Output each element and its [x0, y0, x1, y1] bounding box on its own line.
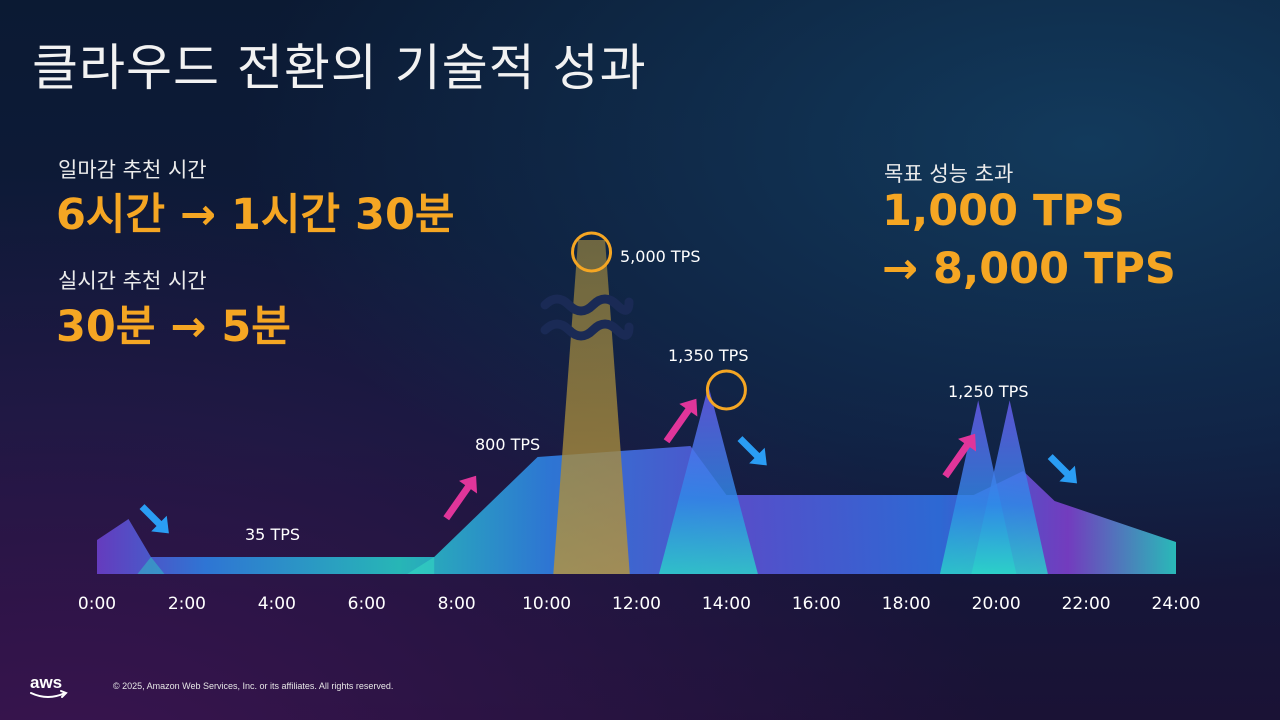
x-tick-label: 16:00 — [792, 594, 841, 614]
x-tick-label: 2:00 — [168, 594, 206, 614]
trend-up-arrow-icon — [942, 433, 977, 479]
kpi-value-daily: 6시간 → 1시간 30분 — [56, 190, 455, 240]
tps-label: 1,250 TPS — [948, 382, 1028, 401]
slide-title: 클라우드 전환의 기술적 성과 — [32, 39, 647, 97]
x-tick-label: 12:00 — [612, 594, 661, 614]
aws-logo-text: aws — [30, 673, 62, 692]
x-tick-label: 0:00 — [78, 594, 116, 614]
tps-area-overlay — [407, 557, 435, 574]
x-tick-label: 14:00 — [702, 594, 751, 614]
tps-area-main — [97, 446, 1176, 574]
kpi-label-target: 목표 성능 초과 — [884, 162, 1014, 186]
peak-5000-tps — [553, 240, 630, 574]
x-tick-label: 8:00 — [438, 594, 476, 614]
tps-label: 5,000 TPS — [620, 247, 700, 266]
tps-label-layer: 35 TPS 800 TPS 5,000 TPS 1,350 TPS 1,250 TPS — [245, 247, 1028, 544]
tps-peak — [658, 386, 758, 574]
tps-label: 35 TPS — [245, 525, 300, 544]
peak-highlight-circle — [571, 231, 613, 273]
tps-label: 800 TPS — [475, 435, 540, 454]
peak-highlight-circle — [705, 369, 747, 411]
x-tick-label: 6:00 — [348, 594, 386, 614]
trend-up-arrow-icon — [663, 398, 698, 444]
kpi-value-realtime: 30분 → 5분 — [56, 302, 291, 352]
trend-arrow-layer — [139, 398, 1078, 534]
x-tick-label: 4:00 — [258, 594, 296, 614]
kpi-value-target-line2: → 8,000 TPS — [882, 244, 1176, 294]
x-axis-ticks: 0:00 2:00 4:00 6:00 8:00 10:00 12:00 14:00 16:00… — [78, 594, 1201, 614]
x-tick-label: 10:00 — [522, 594, 571, 614]
x-tick-label: 24:00 — [1152, 594, 1201, 614]
peak-highlight-layer — [571, 231, 747, 411]
trend-down-arrow-icon — [737, 436, 767, 466]
kpi-value-target-line1: 1,000 TPS — [882, 186, 1125, 236]
kpi-label-realtime: 실시간 추천 시간 — [58, 269, 207, 293]
trend-down-arrow-icon — [139, 504, 169, 534]
trend-up-arrow-icon — [443, 475, 478, 521]
trend-down-arrow-icon — [1047, 454, 1078, 484]
kpi-label-daily: 일마감 추천 시간 — [58, 158, 207, 182]
tps-area-overlay — [137, 557, 165, 574]
axis-break-icon — [540, 294, 634, 341]
area-layer — [97, 240, 1176, 574]
tps-peak — [971, 400, 1048, 574]
tps-label: 1,350 TPS — [668, 346, 748, 365]
x-tick-label: 22:00 — [1062, 594, 1111, 614]
x-tick-label: 18:00 — [882, 594, 931, 614]
copyright-notice: © 2025, Amazon Web Services, Inc. or its… — [113, 681, 394, 691]
x-tick-label: 20:00 — [972, 594, 1021, 614]
aws-logo-icon: aws — [28, 672, 72, 706]
